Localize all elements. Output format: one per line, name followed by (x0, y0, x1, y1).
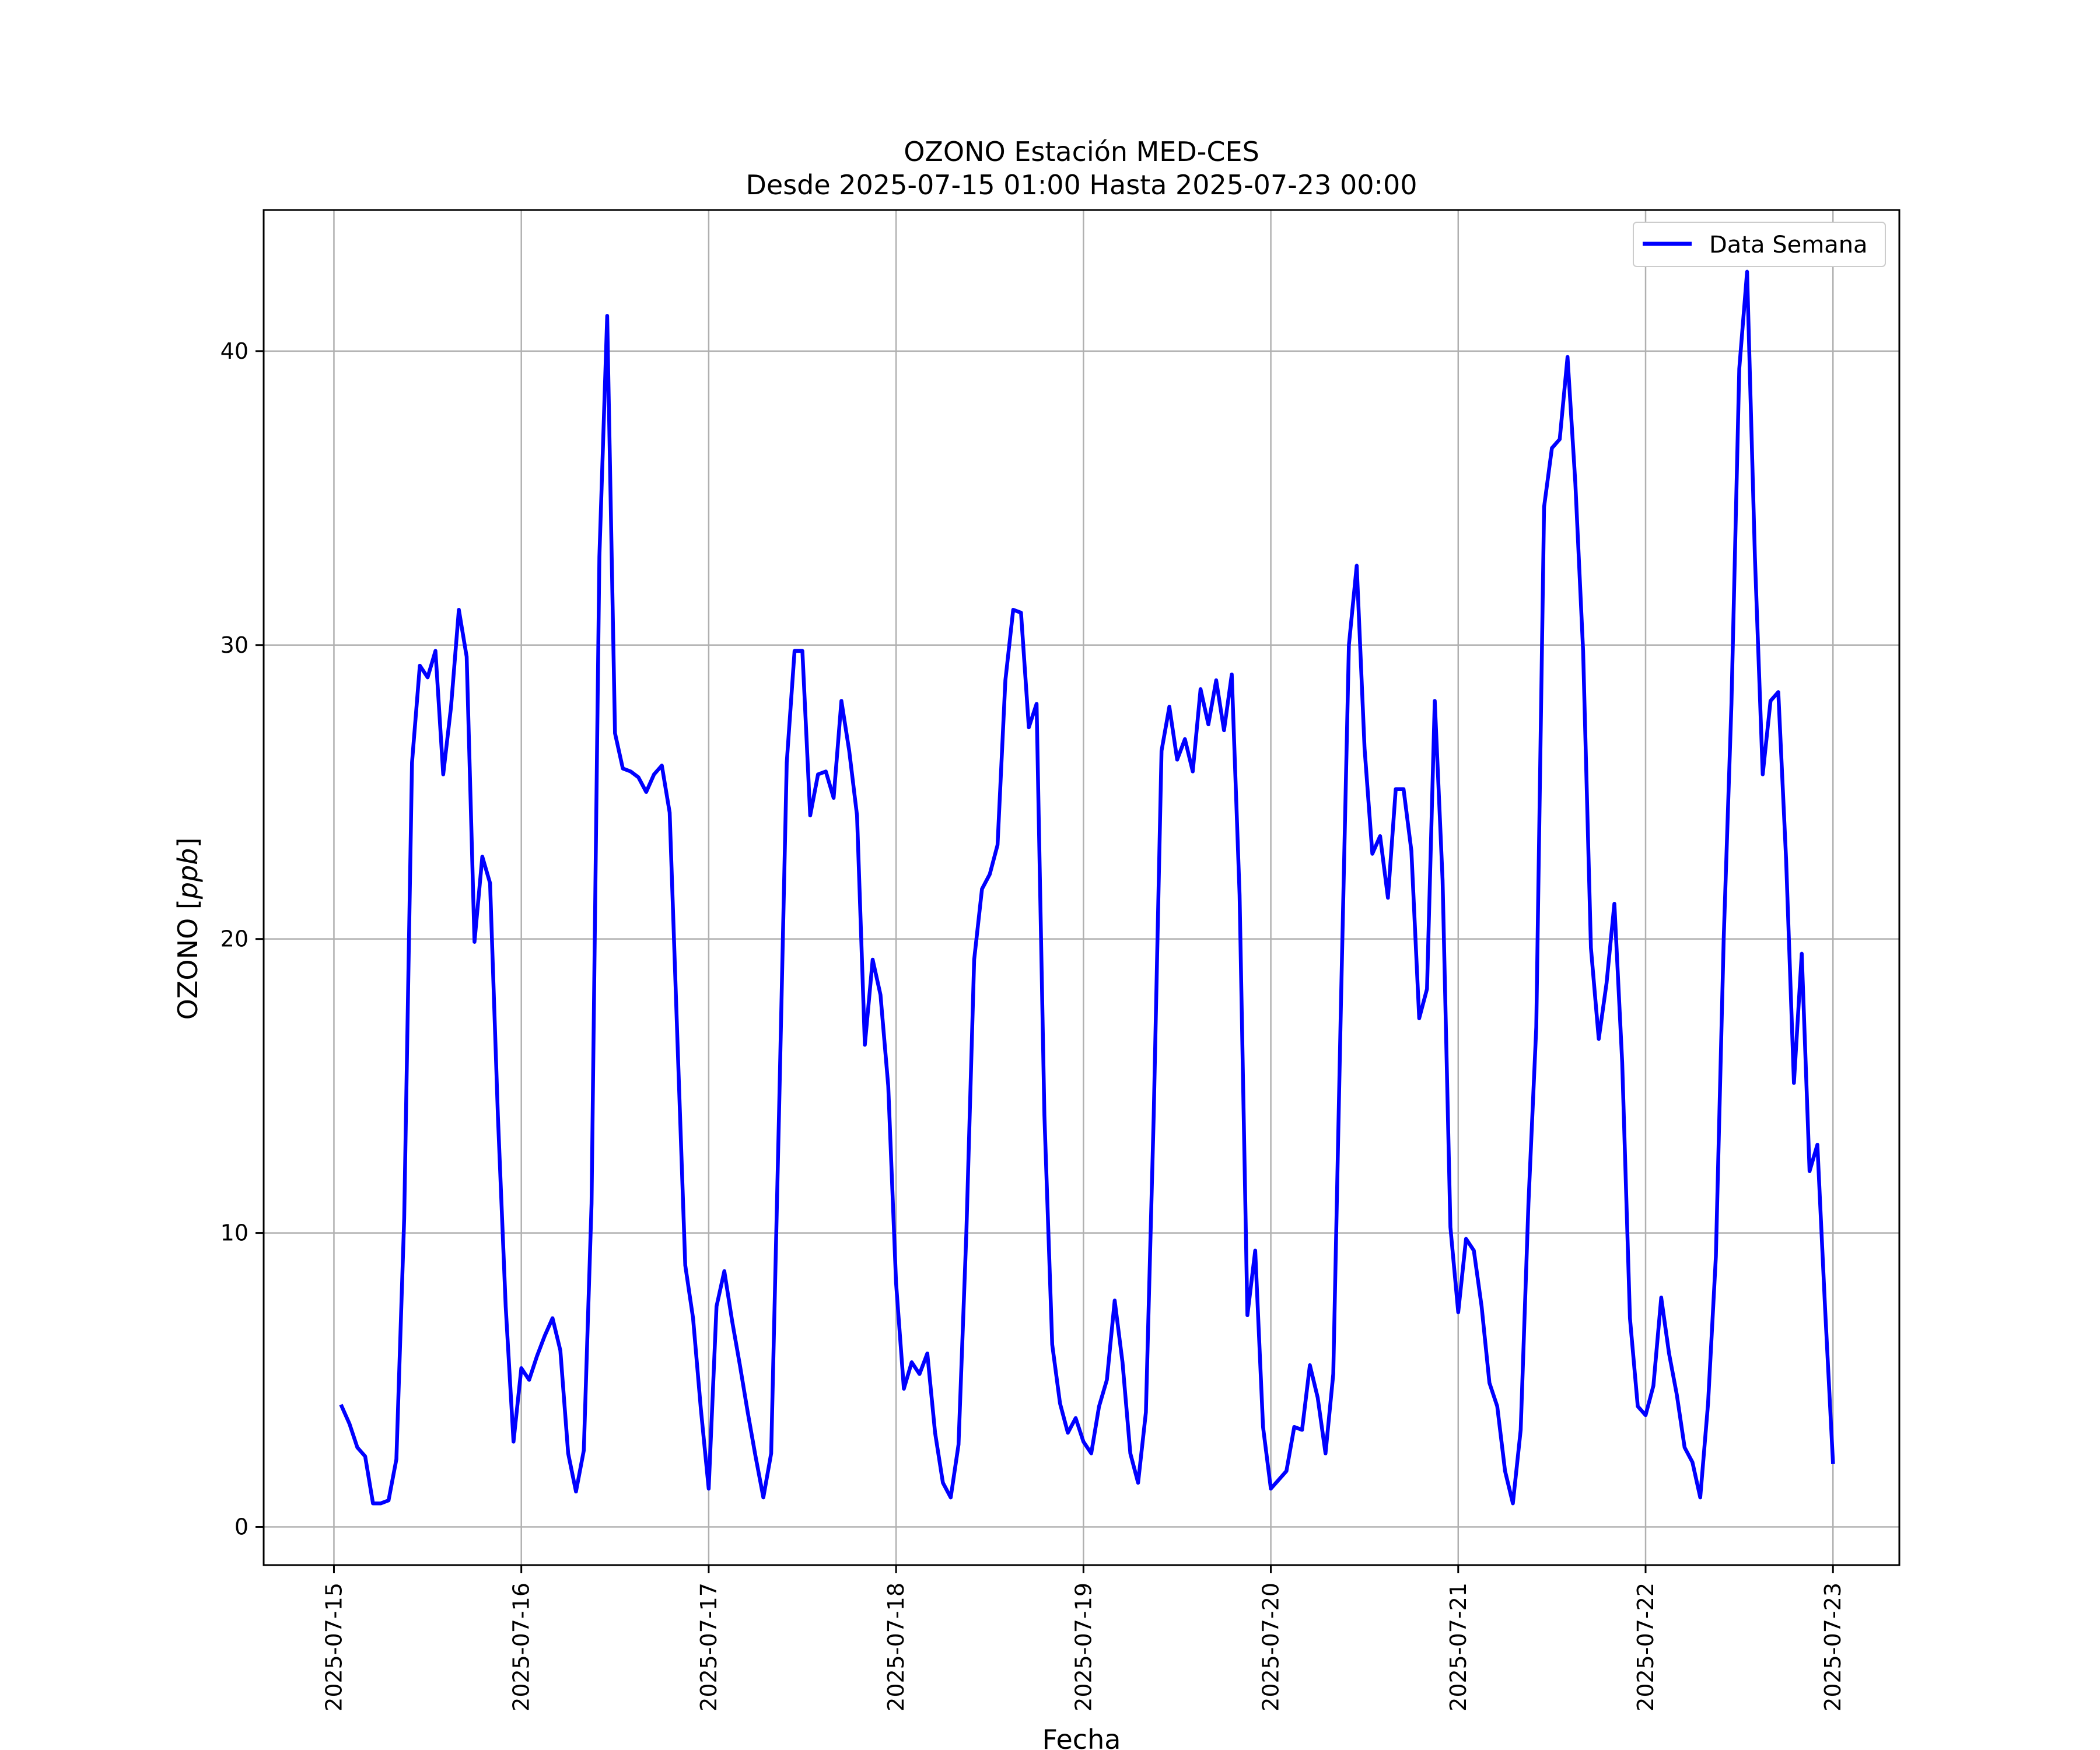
y-tick-label-2: 20 (220, 926, 249, 952)
y-tick-label-3: 30 (220, 632, 249, 658)
y-tick-label-0: 0 (235, 1514, 249, 1539)
series-layer (339, 270, 1835, 1506)
y-axis-label-main: OZONO (172, 918, 204, 1020)
x-tick-label-3: 2025-07-18 (883, 1583, 909, 1712)
legend-label: Data Semana (1709, 232, 1868, 258)
y-axis-label: OZONO [ppb] (172, 838, 204, 1020)
x-tick-label-5: 2025-07-20 (1258, 1583, 1284, 1712)
x-axis-label: Fecha (1042, 1724, 1121, 1750)
y-axis-label-open-bracket: [ (172, 899, 204, 918)
chart-subtitle: Desde 2025-07-15 01:00 Hasta 2025-07-23 … (746, 169, 1417, 201)
x-tick-label-6: 2025-07-21 (1446, 1583, 1471, 1712)
x-tick-label-2: 2025-07-17 (696, 1583, 722, 1712)
series-line-0 (339, 270, 1835, 1506)
chart-title: OZONO Estación MED-CES (904, 136, 1259, 167)
x-tick-label-0: 2025-07-15 (321, 1583, 346, 1712)
y-tick-label-4: 40 (220, 338, 249, 364)
plot-frame (262, 209, 1901, 1566)
y-axis-label-close-bracket: ] (172, 838, 204, 848)
x-tick-label-4: 2025-07-19 (1070, 1583, 1096, 1712)
y-axis-label-unit: ppb (172, 848, 204, 900)
axes: 2025-07-15 2025-07-16 2025-07-17 2025-07-18… (220, 209, 1901, 1712)
x-tick-label-8: 2025-07-23 (1820, 1583, 1846, 1712)
x-tick-label-1: 2025-07-16 (509, 1583, 534, 1712)
x-tick-label-7: 2025-07-22 (1633, 1583, 1658, 1712)
legend-box (1633, 222, 1886, 267)
legend: Data Semana (1633, 222, 1886, 267)
y-tick-label-1: 10 (220, 1220, 249, 1246)
